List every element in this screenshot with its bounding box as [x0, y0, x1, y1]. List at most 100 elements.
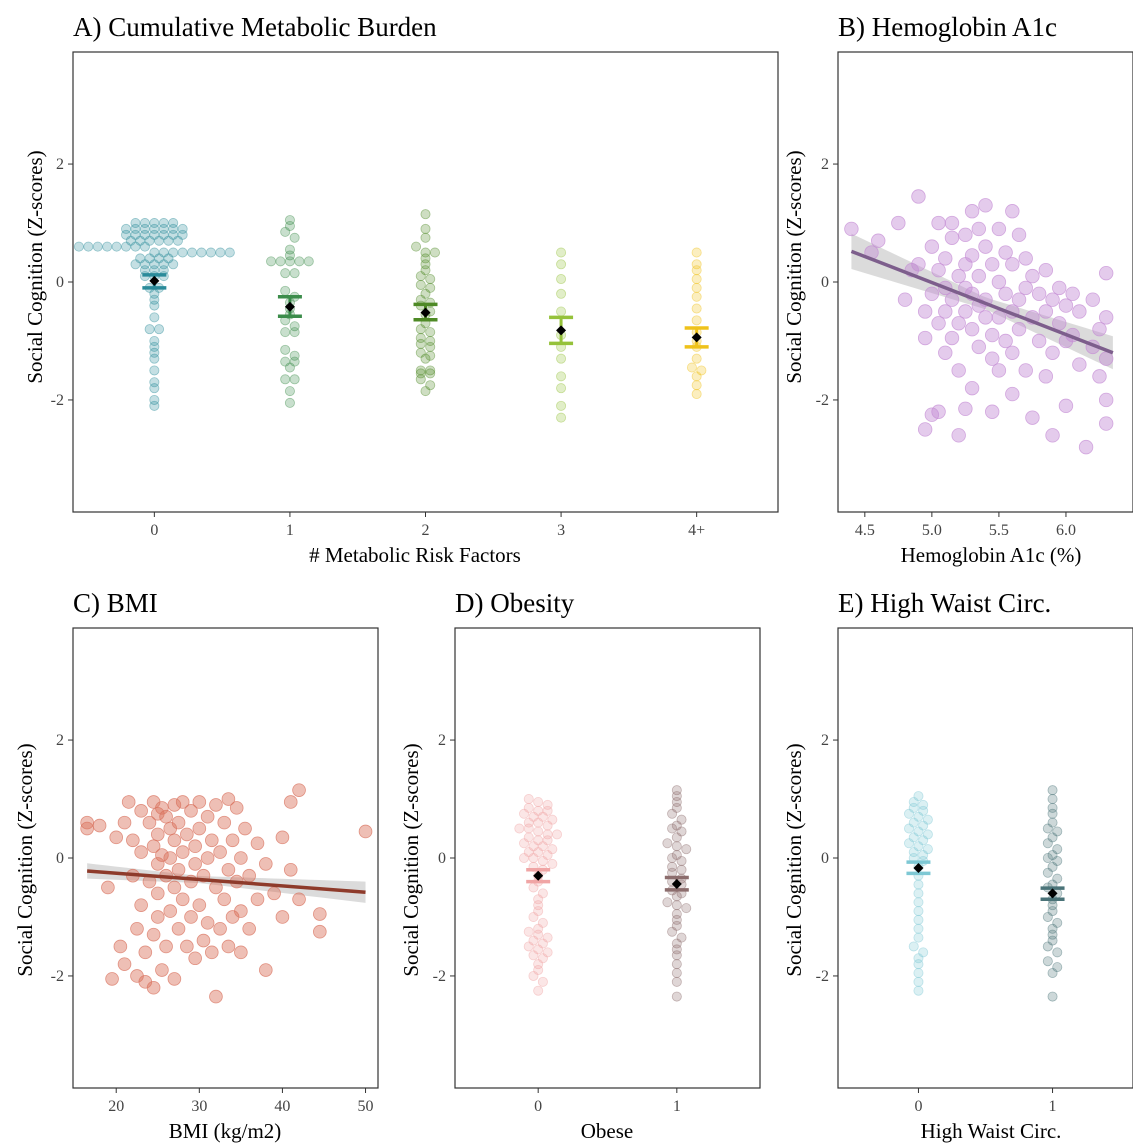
data-point — [180, 827, 194, 842]
data-point — [149, 383, 160, 394]
panel-d-title: D) Obesity — [455, 588, 575, 618]
data-point — [523, 817, 534, 828]
data-point — [146, 839, 161, 854]
data-point — [150, 910, 165, 924]
data-point — [149, 377, 160, 388]
data-point — [938, 345, 953, 360]
panel-e-ylabel: Social Cognition (Z-scores) — [782, 743, 806, 976]
data-point — [918, 947, 929, 958]
y-tick-label: 2 — [821, 156, 829, 173]
data-point — [542, 820, 553, 831]
data-point — [171, 862, 186, 877]
panel-d-plot: -2 0 2 0 1 — [433, 627, 761, 1115]
data-point — [556, 247, 567, 258]
data-point — [429, 247, 440, 258]
data-point — [1047, 861, 1058, 872]
data-point — [149, 312, 160, 323]
data-point — [542, 932, 553, 943]
data-point — [533, 847, 544, 858]
data-point — [985, 327, 1000, 343]
data-point — [904, 838, 915, 849]
data-point — [958, 227, 973, 243]
data-point — [284, 250, 295, 261]
data-point — [420, 223, 431, 234]
y-tick-label: 0 — [56, 274, 64, 291]
data-point — [130, 223, 141, 234]
data-point — [908, 847, 919, 858]
data-point — [267, 886, 281, 901]
data-point — [158, 223, 169, 234]
data-point — [1092, 321, 1107, 337]
data-point — [289, 232, 300, 243]
data-point — [172, 235, 183, 246]
data-point — [533, 817, 544, 828]
data-point — [985, 257, 1000, 272]
mean-marker — [420, 307, 431, 318]
data-point — [978, 239, 993, 254]
data-point — [415, 347, 426, 358]
data-point — [1047, 832, 1058, 843]
data-point — [130, 259, 141, 270]
regression-line — [850, 249, 1114, 355]
data-point — [80, 821, 94, 836]
data-point — [200, 916, 215, 930]
panel-e-title: E) High Waist Circ. — [838, 588, 1051, 618]
x-tick-label: 30 — [191, 1098, 207, 1115]
data-point — [671, 791, 682, 802]
data-point — [215, 247, 226, 258]
data-point — [918, 835, 929, 846]
panel-c-xlabel: BMI (kg/m2) — [169, 1119, 282, 1143]
data-point — [533, 900, 544, 911]
data-point — [280, 285, 291, 296]
panel-a: A) Cumulative Metabolic Burden Social Co… — [23, 12, 779, 567]
data-point — [918, 820, 929, 831]
data-point — [691, 247, 702, 258]
data-point — [1052, 826, 1063, 837]
data-point — [662, 897, 673, 908]
data-point — [671, 914, 682, 925]
data-point — [425, 282, 436, 293]
data-point — [533, 929, 544, 940]
data-point — [1098, 416, 1114, 431]
x-tick-label: 50 — [358, 1098, 374, 1115]
data-point — [691, 315, 702, 326]
data-point — [420, 288, 431, 299]
data-point — [200, 851, 215, 865]
data-point — [146, 980, 161, 995]
data-point — [1072, 304, 1087, 319]
data-point — [951, 316, 966, 331]
data-point — [556, 412, 567, 423]
data-point — [149, 394, 160, 405]
data-point — [1018, 363, 1033, 378]
mean-marker — [149, 275, 160, 286]
data-point — [913, 959, 924, 970]
data-point — [420, 253, 431, 264]
data-point — [149, 341, 160, 352]
data-point — [938, 251, 953, 266]
data-point — [167, 972, 182, 986]
data-point — [922, 844, 933, 855]
data-point — [1038, 263, 1054, 278]
data-point — [149, 294, 160, 305]
data-point — [1058, 298, 1074, 313]
data-point — [913, 879, 924, 890]
data-point — [139, 259, 150, 270]
x-tick-label: 5.5 — [989, 522, 1009, 539]
data-point — [514, 823, 525, 834]
data-point — [289, 327, 300, 338]
data-point — [964, 321, 980, 337]
data-point — [1047, 991, 1058, 1002]
data-point — [204, 945, 219, 960]
data-point — [275, 910, 290, 924]
data-point — [1052, 873, 1063, 884]
data-point — [415, 374, 426, 385]
data-point — [142, 815, 157, 830]
data-point — [1047, 808, 1058, 819]
data-point — [171, 921, 186, 936]
panel-e-plot: -2 0 2 0 1 — [816, 627, 1133, 1115]
data-point — [523, 926, 534, 937]
y-tick-label: 2 — [821, 732, 829, 749]
data-point — [686, 362, 697, 373]
data-point — [542, 805, 553, 816]
data-point — [911, 257, 926, 272]
